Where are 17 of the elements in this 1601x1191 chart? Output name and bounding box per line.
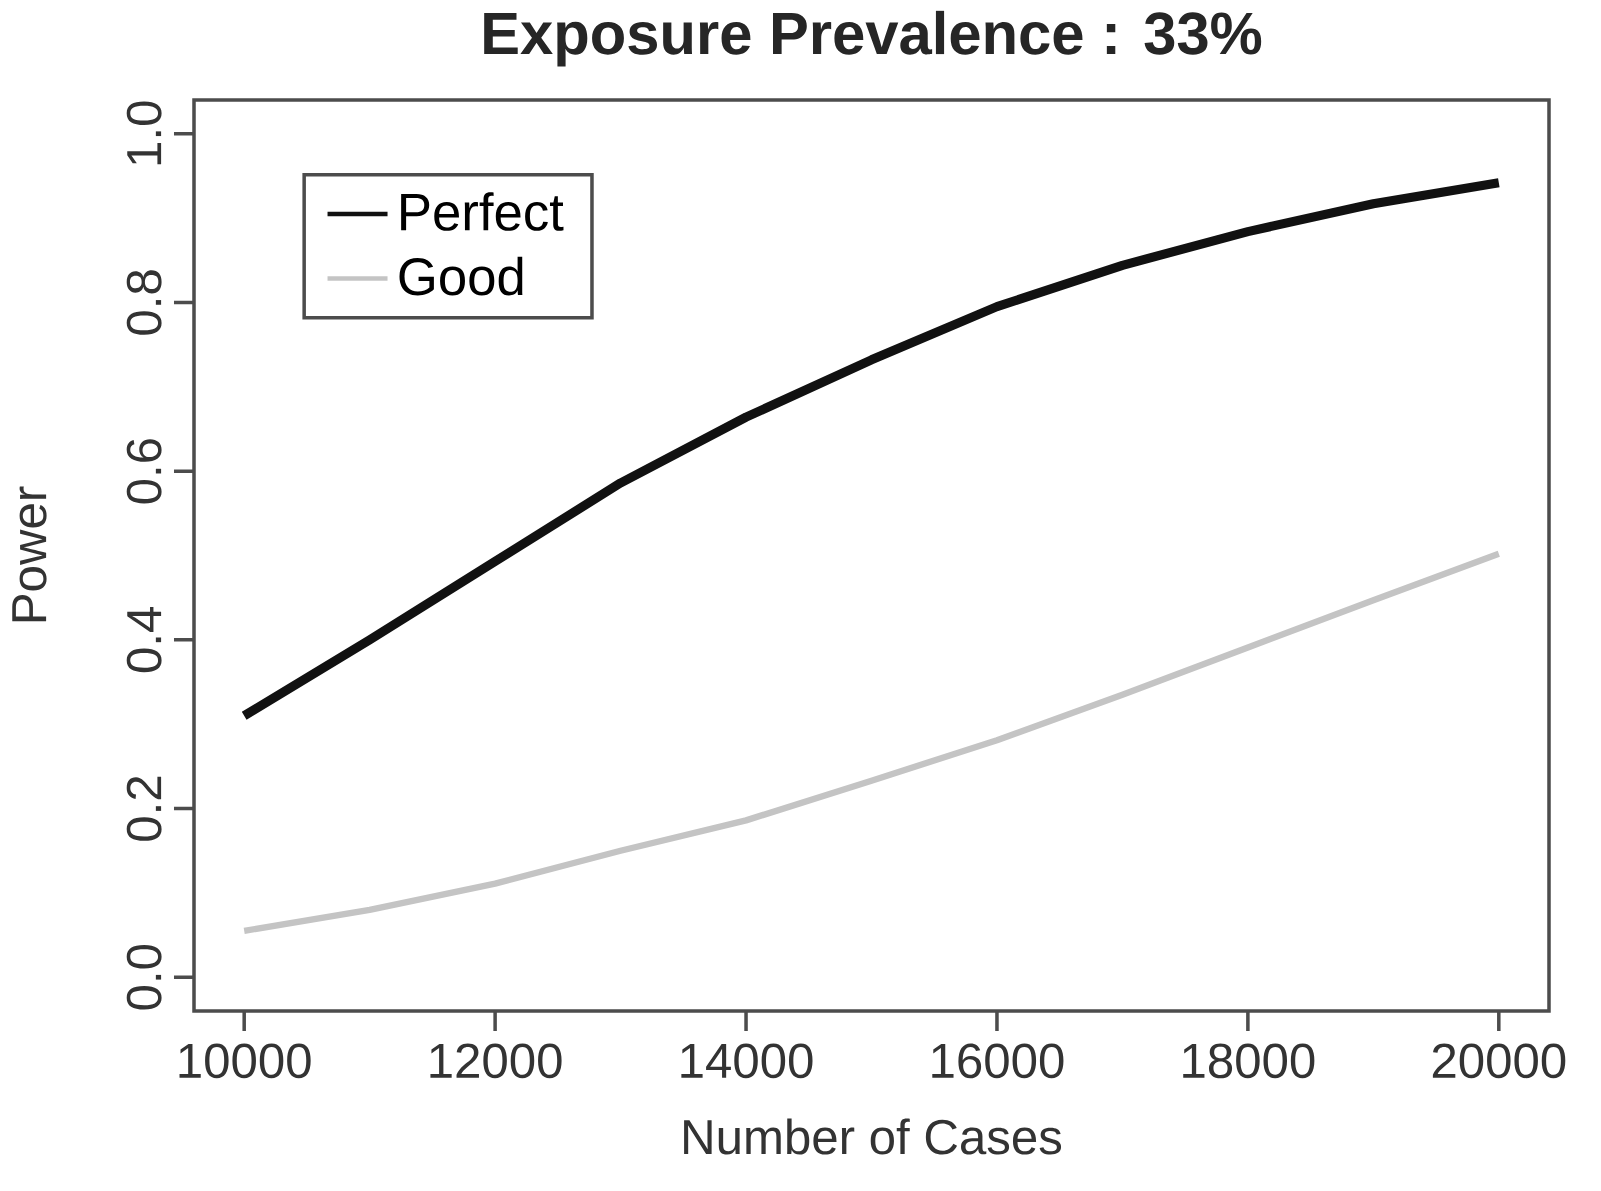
x-axis-title: Number of Cases: [684, 1118, 1062, 1155]
y-tick-label: 0.0: [126, 944, 162, 1010]
y-tick-label: 0.8: [126, 270, 162, 335]
x-tick-label: 10000: [179, 1043, 311, 1079]
y-tick-label: 1.0: [126, 101, 162, 165]
x-tick-label: 18000: [1183, 1043, 1315, 1079]
chart-title: Exposure Prevalence : 33%: [484, 10, 1262, 67]
legend-label: Good: [399, 256, 523, 296]
y-tick-label: 0.6: [126, 439, 162, 504]
x-tick-label: 16000: [932, 1043, 1064, 1079]
y-tick-label: 0.4: [126, 607, 162, 673]
x-tick-label: 14000: [681, 1043, 813, 1079]
x-tick-label: 12000: [430, 1043, 562, 1079]
legend-label: Perfect: [401, 192, 564, 231]
y-tick-label: 0.2: [126, 776, 162, 841]
x-tick-label: 20000: [1432, 1043, 1566, 1079]
y-axis-title: Power: [12, 486, 47, 622]
